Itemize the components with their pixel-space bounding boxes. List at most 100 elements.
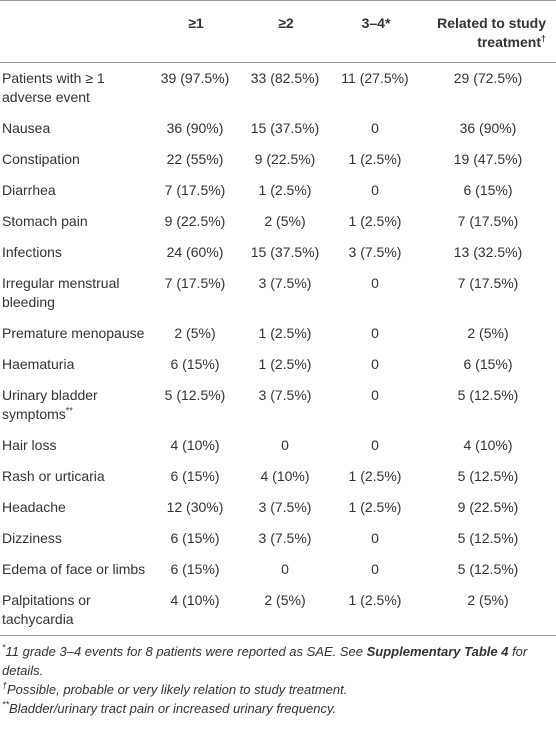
column-header: ≥1 <box>150 1 242 63</box>
table-cell: 6 (15%) <box>170 468 220 484</box>
text: Palpitations or tachycardia <box>2 592 91 627</box>
table-cell: 6 (15%) <box>170 530 220 546</box>
row-label: Edema of face or limbs <box>0 554 150 585</box>
footnote-text: Possible, probable or very likely relati… <box>7 682 348 697</box>
table-cell: 0 <box>371 561 379 577</box>
table-cell: 15 (37.5%) <box>250 244 320 260</box>
table-cell: 5 (12.5%) <box>457 387 519 403</box>
table-cell: 3 (7.5%) <box>258 275 312 291</box>
row-label: Premature menopause <box>0 318 150 349</box>
table-row: Palpitations or tachycardia 4 (10%) 2 (5%)… <box>0 585 556 636</box>
table-cell: 3 (7.5%) <box>258 499 312 515</box>
text: Nausea <box>2 120 51 136</box>
text: Urinary bladder symptoms <box>2 387 98 422</box>
table-cell: 2 (5%) <box>264 213 306 229</box>
text: Constipation <box>2 151 80 167</box>
footnote-text: 11 grade 3–4 events for 8 patients were … <box>5 644 367 659</box>
table-cell: 6 (15%) <box>463 182 513 198</box>
table-row: Patients with ≥ 1 adverse event 39 (97.5%… <box>0 63 556 114</box>
table-cell: 0 <box>281 437 289 453</box>
table-cell: 5 (12.5%) <box>457 530 519 546</box>
table-row: Urinary bladder symptoms** 5 (12.5%) 3 (7.… <box>0 380 556 430</box>
row-label: Haematuria <box>0 349 150 380</box>
header-row: ≥1 ≥2 3–4* Related to study treatment† <box>0 0 556 63</box>
table-cell: 1 (2.5%) <box>258 325 312 341</box>
row-label: Dizziness <box>0 523 150 554</box>
table-cell: 5 (12.5%) <box>457 468 519 484</box>
row-label: Infections <box>0 237 150 268</box>
table-row: Nausea 36 (90%) 15 (37.5%) 0 36 (90%) <box>0 113 556 144</box>
table-cell: 1 (2.5%) <box>348 151 402 167</box>
footnote: †Possible, probable or very likely relat… <box>2 680 554 699</box>
table-row: Haematuria 6 (15%) 1 (2.5%) 0 6 (15%) <box>0 349 556 380</box>
text: Hair loss <box>2 437 57 453</box>
column-header: ≥2 <box>242 1 330 63</box>
table-cell: 0 <box>371 275 379 291</box>
table-cell: 0 <box>371 530 379 546</box>
table-row: Infections 24 (60%) 15 (37.5%) 3 (7.5%) 13 (… <box>0 237 556 268</box>
table-cell: 9 (22.5%) <box>254 151 316 167</box>
row-label: Hair loss <box>0 430 150 461</box>
text: ≥2 <box>278 15 294 31</box>
table-cell: 29 (72.5%) <box>453 70 523 86</box>
table-cell: 36 (90%) <box>459 120 517 136</box>
text: Diarrhea <box>2 182 56 198</box>
text: Infections <box>2 244 62 260</box>
table-cell: 22 (55%) <box>166 151 224 167</box>
table-row: Dizziness 6 (15%) 3 (7.5%) 0 5 (12.5%) <box>0 523 556 554</box>
row-label: Headache <box>0 492 150 523</box>
table-cell: 5 (12.5%) <box>457 561 519 577</box>
text: Headache <box>2 499 66 515</box>
table-cell: 0 <box>371 120 379 136</box>
row-label: Palpitations or tachycardia <box>0 585 150 636</box>
table-cell: 7 (17.5%) <box>164 275 226 291</box>
table-cell: 9 (22.5%) <box>164 213 226 229</box>
footnote: *11 grade 3–4 events for 8 patients were… <box>2 642 554 680</box>
table-cell: 7 (17.5%) <box>457 275 519 291</box>
footnote-text: for details. <box>2 644 528 678</box>
table-cell: 0 <box>371 182 379 198</box>
text: ≥1 <box>188 15 204 31</box>
footnotes: *11 grade 3–4 events for 8 patients were… <box>0 636 556 718</box>
table-cell: 4 (10%) <box>170 437 220 453</box>
table-cell: 36 (90%) <box>166 120 224 136</box>
adverse-events-table: ≥1 ≥2 3–4* Related to study treatment† Pati… <box>0 0 556 636</box>
text: Irregular menstrual bleeding <box>2 275 120 310</box>
text: Related to study treatment <box>437 15 546 50</box>
text: Dizziness <box>2 530 62 546</box>
table-cell: 0 <box>371 356 379 372</box>
table-cell: 1 (2.5%) <box>258 182 312 198</box>
table-cell: 7 (17.5%) <box>164 182 226 198</box>
table-cell: 1 (2.5%) <box>348 499 402 515</box>
table-cell: 6 (15%) <box>463 356 513 372</box>
table-cell: 2 (5%) <box>467 592 509 608</box>
table-cell: 1 (2.5%) <box>348 592 402 608</box>
column-header: Related to study treatment† <box>422 1 556 63</box>
row-label: Diarrhea <box>0 175 150 206</box>
text: 3–4* <box>361 15 391 31</box>
table-cell: 3 (7.5%) <box>258 530 312 546</box>
table-cell: 24 (60%) <box>166 244 224 260</box>
table-cell: 0 <box>371 387 379 403</box>
row-label: Constipation <box>0 144 150 175</box>
row-label: Urinary bladder symptoms** <box>0 380 150 430</box>
table-cell: 7 (17.5%) <box>457 213 519 229</box>
text: Haematuria <box>2 356 75 372</box>
table-row: Stomach pain 9 (22.5%) 2 (5%) 1 (2.5%) 7 (17… <box>0 206 556 237</box>
table-row: Irregular menstrual bleeding 7 (17.5%) 3 (… <box>0 268 556 318</box>
footnote-marker: ** <box>2 699 10 710</box>
table-row: Rash or urticaria 6 (15%) 4 (10%) 1 (2.5%) 5… <box>0 461 556 492</box>
table-cell: 3 (7.5%) <box>258 387 312 403</box>
table-cell: 11 (27.5%) <box>341 70 409 86</box>
table-cell: 0 <box>371 325 379 341</box>
column-header: 3–4* <box>330 1 422 63</box>
table-cell: 4 (10%) <box>463 437 513 453</box>
table-header: ≥1 ≥2 3–4* Related to study treatment† <box>0 0 556 63</box>
text: Edema of face or limbs <box>2 561 146 577</box>
table-cell: 6 (15%) <box>170 356 220 372</box>
footnote-marker: † <box>2 680 8 691</box>
footnote-text: Bladder/urinary tract pain or increased … <box>9 701 337 716</box>
text: Rash or urticaria <box>2 468 105 484</box>
table-cell: 13 (32.5%) <box>453 244 523 260</box>
text: Stomach pain <box>2 213 88 229</box>
